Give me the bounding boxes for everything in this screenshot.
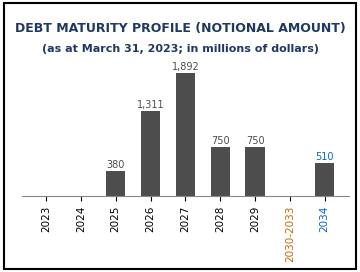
Bar bbox=[315, 163, 334, 196]
Bar bbox=[211, 147, 230, 196]
Text: 750: 750 bbox=[246, 136, 264, 146]
Text: (as at March 31, 2023; in millions of dollars): (as at March 31, 2023; in millions of do… bbox=[41, 44, 319, 54]
Bar bbox=[246, 147, 265, 196]
Text: 510: 510 bbox=[315, 152, 334, 162]
Text: 750: 750 bbox=[211, 136, 230, 146]
Text: 1,311: 1,311 bbox=[137, 100, 165, 110]
Text: 380: 380 bbox=[107, 160, 125, 170]
Bar bbox=[106, 171, 125, 196]
Text: 1,892: 1,892 bbox=[171, 62, 199, 72]
Bar bbox=[141, 111, 160, 196]
Text: DEBT MATURITY PROFILE (NOTIONAL AMOUNT): DEBT MATURITY PROFILE (NOTIONAL AMOUNT) bbox=[15, 22, 345, 35]
Bar bbox=[176, 73, 195, 196]
